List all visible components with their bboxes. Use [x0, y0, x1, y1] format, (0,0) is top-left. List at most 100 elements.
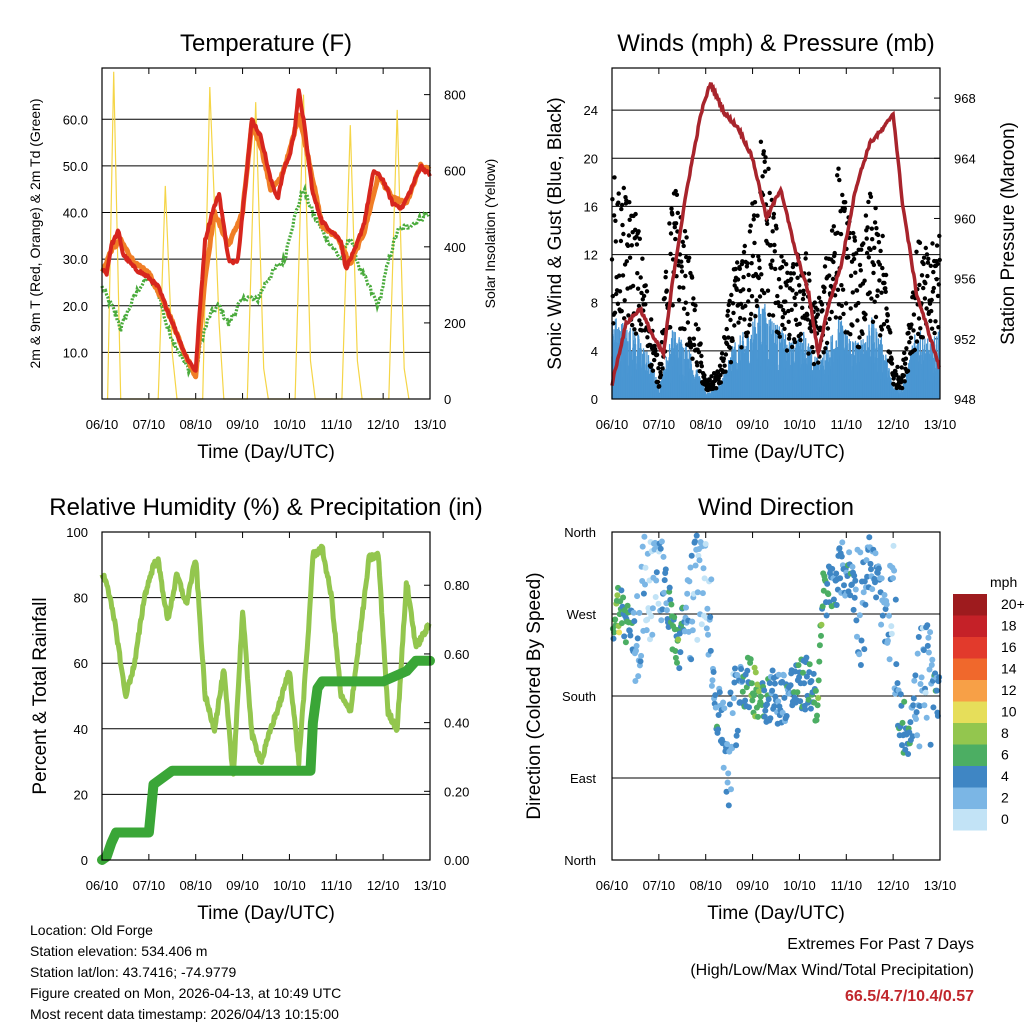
gust-point — [885, 313, 890, 318]
gust-point — [774, 226, 779, 231]
gust-point — [691, 296, 696, 301]
colorbar-title: mph — [990, 574, 1017, 590]
x-tick-label: 06/10 — [596, 878, 629, 893]
direction-point — [933, 687, 940, 694]
gust-point — [769, 265, 774, 270]
gust-point — [616, 200, 621, 205]
gust-point — [683, 273, 688, 279]
gust-point — [690, 356, 695, 361]
colorbar-label: 8 — [1001, 725, 1009, 741]
gust-point — [863, 213, 869, 218]
gust-point — [911, 328, 916, 333]
gust-point — [822, 285, 827, 290]
gust-point — [903, 356, 909, 361]
direction-point — [702, 541, 709, 547]
direction-point — [752, 669, 759, 676]
gust-point — [771, 215, 776, 220]
gust-point — [754, 303, 760, 309]
plot-frame — [101, 531, 431, 861]
direction-point — [927, 741, 934, 748]
gust-point — [937, 233, 942, 239]
gust-point — [620, 273, 626, 278]
gust-point — [805, 312, 810, 318]
gust-point — [633, 211, 638, 217]
gust-point — [889, 356, 894, 362]
gust-point — [746, 272, 751, 278]
direction-point — [662, 566, 669, 573]
gust-point — [841, 311, 846, 317]
direction-point — [857, 662, 864, 668]
gust-point — [735, 260, 740, 265]
direction-point — [720, 699, 727, 706]
gust-point — [855, 318, 860, 323]
gust-point — [829, 228, 835, 233]
gust-point — [668, 251, 673, 257]
gust-point — [698, 360, 704, 365]
gust-point — [682, 229, 688, 234]
gust-point — [614, 291, 619, 297]
direction-point — [816, 642, 823, 649]
x-axis-label: Time (Day/UTC) — [197, 903, 335, 924]
gust-point — [687, 255, 692, 260]
direction-point — [936, 674, 943, 681]
gust-point — [803, 251, 809, 256]
gust-point — [735, 277, 741, 282]
colorbar-swatch — [953, 787, 987, 809]
direction-point — [742, 697, 749, 704]
y2-tick-label: 968 — [954, 91, 976, 106]
y2-tick-label: 600 — [444, 164, 466, 179]
gust-point — [852, 235, 857, 240]
gust-point — [776, 300, 781, 305]
gust-point — [659, 361, 664, 367]
direction-point — [872, 579, 878, 586]
gust-point — [762, 169, 768, 174]
gust-point — [835, 173, 840, 178]
gust-point — [797, 321, 802, 326]
direction-point — [783, 713, 790, 719]
direction-point — [767, 715, 774, 722]
x-tick-label: 11/10 — [830, 417, 862, 432]
gust-point — [934, 243, 940, 248]
gust-point — [894, 372, 899, 377]
colorbar-swatch — [953, 637, 987, 659]
x-tick-label: 10/10 — [783, 417, 816, 432]
gust-point — [837, 315, 843, 320]
gust-point — [848, 273, 854, 278]
gust-point — [744, 333, 749, 339]
direction-point — [899, 719, 906, 726]
created-text: Figure created on Mon, 2026-04-13, at 10… — [30, 985, 342, 1001]
gust-point — [617, 289, 623, 294]
y-tick-label: 60 — [74, 656, 88, 671]
gust-point — [778, 285, 783, 290]
direction-point — [818, 621, 825, 628]
gust-point — [872, 299, 877, 304]
gust-point — [685, 320, 691, 325]
gust-point — [633, 331, 639, 336]
x-tick-label: 10/10 — [273, 878, 306, 893]
direction-point — [712, 704, 719, 711]
gust-point — [723, 369, 728, 374]
gust-point — [615, 301, 621, 306]
direction-point — [616, 629, 623, 636]
gust-point — [638, 275, 643, 280]
gust-point — [627, 255, 633, 260]
location-text: Location: Old Forge — [30, 922, 153, 938]
direction-point — [925, 634, 932, 641]
y2-tick-label: 0.40 — [444, 716, 469, 731]
gust-point — [853, 270, 858, 275]
gust-point — [899, 385, 905, 391]
gust-point — [757, 265, 762, 271]
colorbar-label: 20+ — [1001, 596, 1024, 612]
gust-point — [833, 315, 839, 320]
direction-point — [653, 577, 660, 584]
direction-point — [653, 569, 660, 576]
direction-point — [622, 639, 629, 646]
gust-point — [854, 288, 860, 293]
gust-point — [783, 299, 788, 304]
gust-point — [674, 192, 680, 197]
gust-point — [692, 307, 697, 313]
panel-title: Wind Direction — [698, 494, 854, 521]
gust-point — [864, 250, 870, 256]
direction-point — [932, 670, 939, 677]
y-tick-label: 50.0 — [63, 159, 88, 174]
